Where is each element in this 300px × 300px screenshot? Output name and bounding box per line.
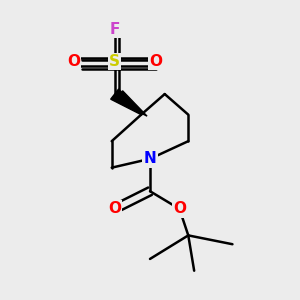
Text: O: O <box>108 201 121 216</box>
Text: S: S <box>109 54 120 69</box>
Text: F: F <box>110 22 120 37</box>
Text: O: O <box>67 54 80 69</box>
Text: O: O <box>149 54 162 69</box>
Text: N: N <box>144 151 156 166</box>
Polygon shape <box>111 89 141 115</box>
Text: O: O <box>173 201 186 216</box>
Polygon shape <box>116 91 147 116</box>
